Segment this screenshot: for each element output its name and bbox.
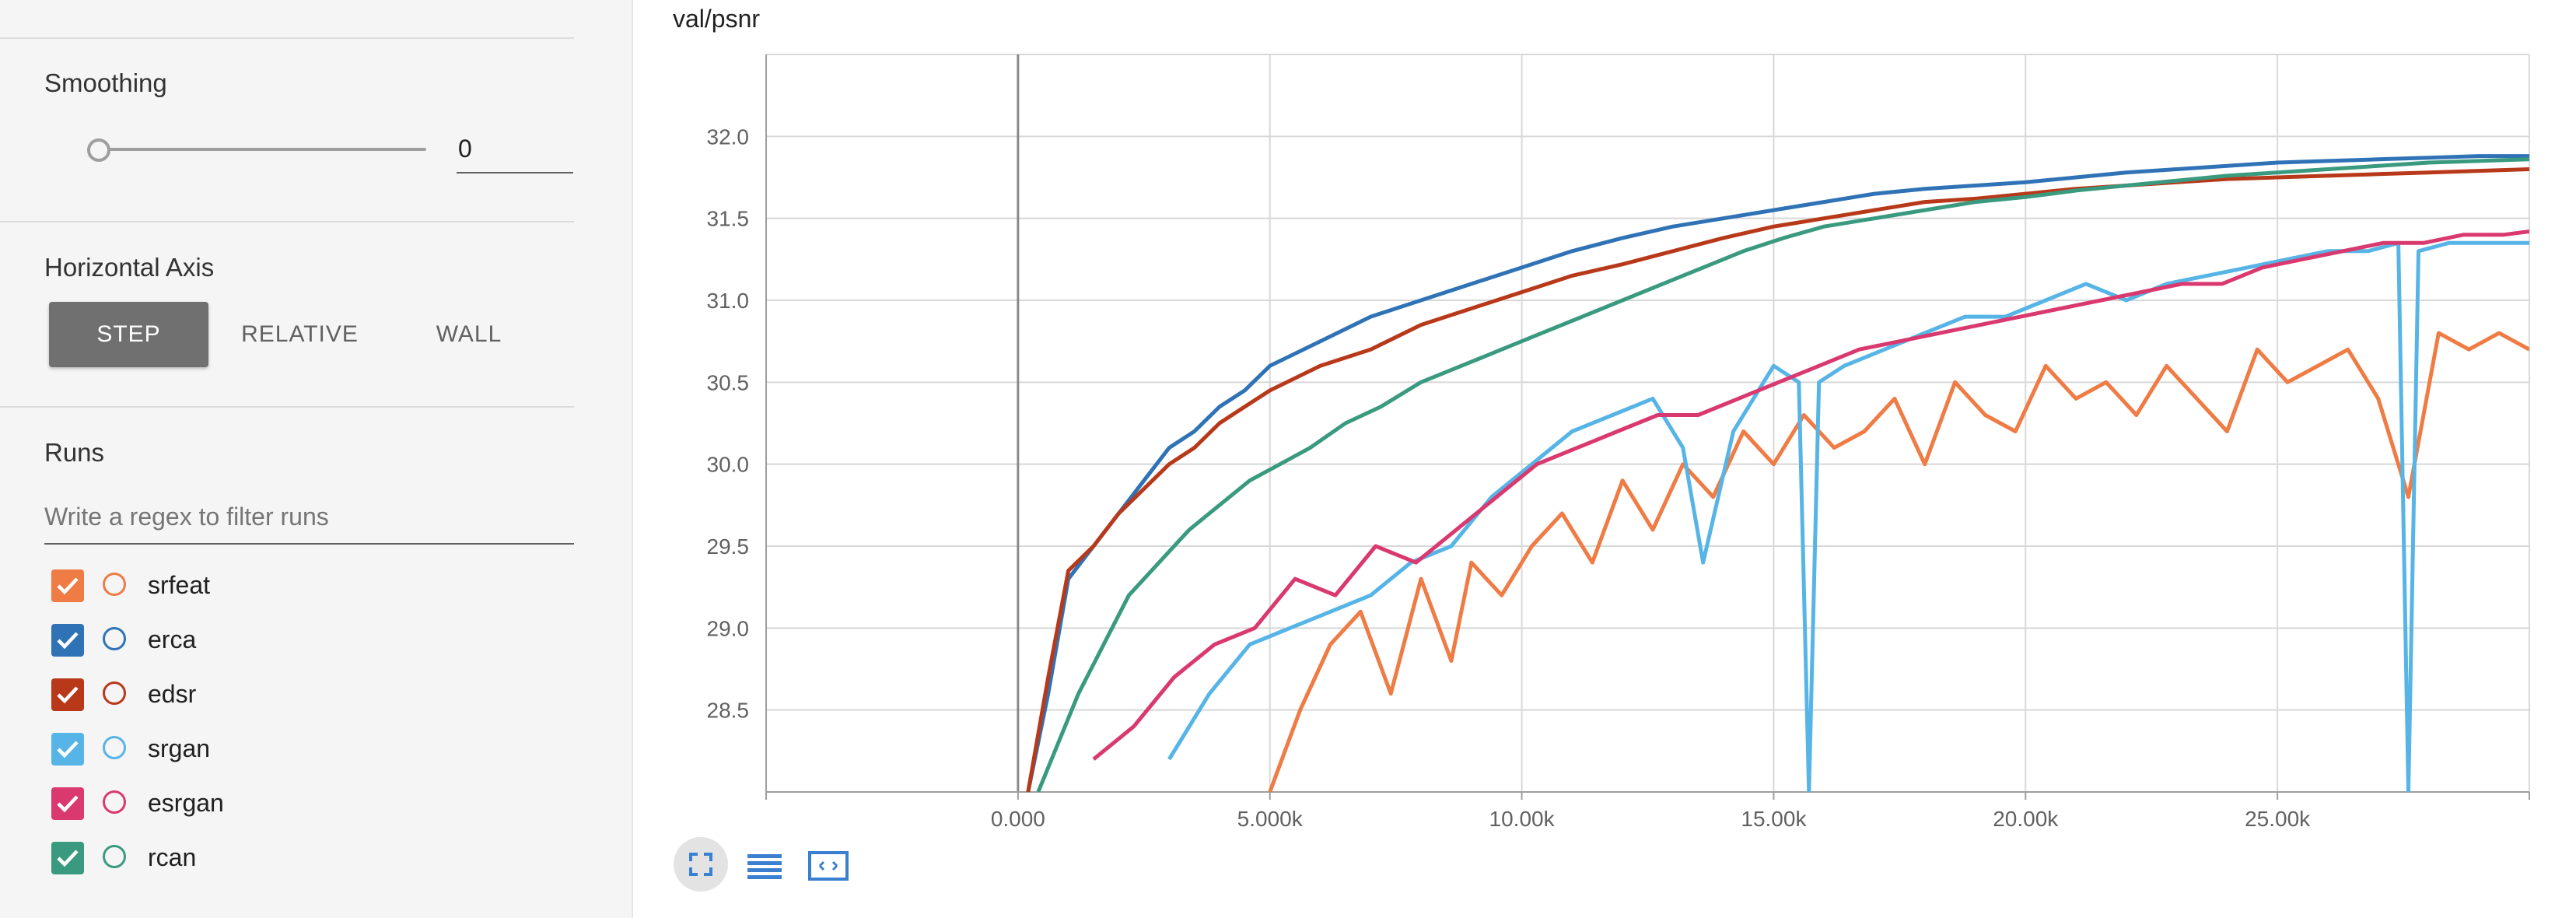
x-tick-label: 15.00k [1741,807,1807,831]
sidebar: Smoothing 0 Horizontal Axis STEP RELATIV… [0,0,633,918]
x-tick-label: 5.000k [1237,807,1304,831]
run-name: edsr [148,680,197,708]
axis-step-button[interactable]: STEP [49,302,208,367]
run-name: rcan [148,843,197,871]
x-tick-label: 0.000 [991,807,1045,831]
fit-domain-icon[interactable] [801,837,856,892]
x-tick-label: 25.00k [2245,807,2311,831]
run-color-icon[interactable] [103,627,126,650]
run-checkbox-srgan[interactable] [51,733,84,766]
run-name: erca [148,625,197,653]
smoothing-slider-handle[interactable] [87,138,110,162]
x-tick-label: 10.00k [1489,807,1556,831]
run-checkbox-edsr[interactable] [51,678,84,711]
run-checkbox-srfeat[interactable] [51,569,84,602]
series-line-esrgan [1092,229,2529,761]
run-checkbox-erca[interactable] [51,624,84,657]
fullscreen-icon[interactable] [674,837,728,892]
run-color-icon[interactable] [103,845,126,868]
series-line-edsr [1026,167,2529,792]
y-tick-label: 28.5 [707,699,750,723]
smoothing-title: Smoothing [44,68,167,97]
run-checkbox-esrgan[interactable] [51,787,84,820]
y-tick-label: 31.0 [707,289,750,313]
sidebar-divider [0,221,574,222]
smoothing-value-input[interactable]: 0 [457,128,573,173]
run-name: esrgan [148,789,224,817]
sidebar-divider [0,37,574,39]
run-name: srgan [148,734,211,762]
run-color-icon[interactable] [103,736,126,759]
series-line-rcan [1036,157,2529,792]
y-tick-label: 32.0 [707,124,750,149]
y-tick-label: 30.5 [707,370,750,394]
axis-relative-button[interactable]: RELATIVE [241,321,359,347]
x-tick-label: 20.00k [1993,807,2059,831]
chart-title: val/psnr [673,5,761,33]
y-tick-label: 29.5 [707,534,750,559]
y-tick-label: 31.5 [707,207,750,231]
run-name: srfeat [148,571,211,599]
sidebar-divider [0,406,574,408]
axis-wall-button[interactable]: WALL [436,321,502,347]
y-tick-label: 30.0 [707,453,750,477]
run-color-icon[interactable] [103,573,126,596]
list-icon[interactable] [737,837,792,892]
smoothing-slider-track[interactable] [98,148,426,151]
run-checkbox-rcan[interactable] [51,842,84,874]
horizontal-axis-title: Horizontal Axis [44,253,215,282]
run-color-icon[interactable] [103,681,126,705]
y-tick-label: 29.0 [707,616,750,640]
run-color-icon[interactable] [103,790,126,814]
runs-title: Runs [44,438,105,467]
series-line-erca [1026,154,2529,792]
runs-filter-input[interactable]: Write a regex to filter runs [44,495,574,545]
series-line-srfeat [1268,331,2529,792]
